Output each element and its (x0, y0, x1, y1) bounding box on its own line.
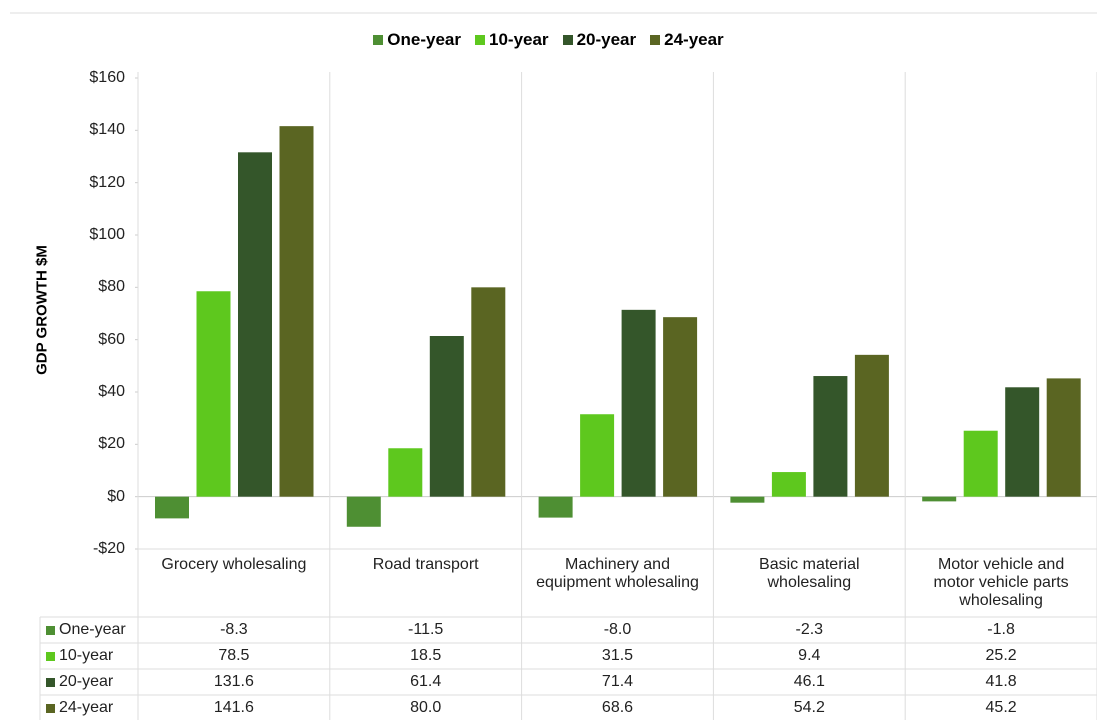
table-cell: 46.1 (793, 673, 825, 690)
table-cell: 45.2 (985, 699, 1017, 716)
table-cell: 18.5 (410, 647, 442, 664)
x-tick-label: Basic material wholesaling (759, 556, 860, 591)
y-tick-label: $0 (107, 487, 125, 505)
legend-label: 10-year (489, 30, 549, 49)
y-tick-label: -$20 (92, 540, 125, 557)
legend-label: 20-year (576, 30, 637, 49)
table-cell: 78.5 (218, 647, 250, 664)
legend-swatch (562, 35, 573, 45)
bar (771, 472, 806, 497)
bar (346, 496, 381, 527)
bar (196, 291, 231, 497)
legend-label: One-year (387, 30, 461, 49)
y-tick-label: $20 (98, 435, 125, 453)
y-axis-label: GDP GROWTH $M (33, 245, 51, 375)
y-tick-label: $160 (89, 69, 125, 86)
bar (663, 317, 698, 497)
bar (538, 496, 573, 518)
table-cell: 68.6 (601, 699, 634, 716)
legend-item: 24-year (650, 30, 724, 50)
y-tick-label: $40 (98, 383, 125, 400)
bar (1005, 387, 1040, 497)
table-cell: 80.0 (410, 699, 442, 716)
table-swatch (46, 626, 55, 635)
table-row-label: 10-year (59, 647, 114, 664)
table-cell: 41.8 (985, 673, 1017, 690)
table-row-label: 20-year (59, 673, 114, 690)
table-row-label: 24-year (59, 699, 114, 716)
table-swatch (46, 704, 55, 713)
bar (238, 152, 272, 497)
bar (471, 287, 506, 497)
x-tick-label: Road transport (372, 556, 479, 573)
table-cell: -1.8 (987, 621, 1015, 638)
bar (429, 336, 464, 497)
x-tick-label: Grocery wholesaling (161, 556, 307, 573)
bar (580, 414, 615, 497)
table-swatch (46, 678, 55, 687)
bar (155, 496, 189, 519)
x-tick-label: Motor vehicle and motor vehicle parts wh… (933, 556, 1069, 609)
table-swatch (46, 652, 55, 661)
x-tick-label: Machinery and equipment wholesaling (536, 556, 699, 591)
y-tick-label: $140 (89, 121, 125, 139)
legend-label: 24-year (664, 30, 724, 49)
table-cell: 61.4 (410, 673, 442, 690)
table-cell: 25.2 (985, 647, 1017, 664)
bar (922, 496, 957, 502)
table-cell: -8.0 (603, 621, 632, 638)
y-tick-label: $120 (89, 173, 125, 191)
table-cell: 9.4 (798, 647, 821, 664)
table-cell: 71.4 (601, 673, 634, 690)
y-tick-label: $80 (98, 278, 125, 296)
table-cell: 31.5 (601, 647, 634, 664)
bar (388, 448, 423, 497)
y-tick-label: $60 (98, 330, 125, 348)
table-cell: 141.6 (213, 699, 254, 716)
bar (730, 496, 765, 503)
legend-swatch (475, 35, 485, 45)
legend: One-year 10-year 20-year 24-year (0, 30, 1097, 50)
bar (621, 309, 656, 497)
table-cell: 131.6 (213, 673, 254, 690)
table-cell: -8.3 (220, 621, 248, 638)
bar (279, 126, 314, 497)
legend-item: One-year (373, 30, 461, 50)
table-cell: 54.2 (793, 699, 825, 716)
bar (854, 354, 889, 497)
legend-swatch (373, 35, 384, 45)
table-row-label: One-year (59, 621, 126, 638)
legend-item: 10-year (475, 30, 549, 50)
bar (1046, 378, 1081, 497)
y-tick-label: $100 (89, 226, 125, 243)
legend-item: 20-year (562, 30, 637, 50)
bar (963, 430, 998, 497)
bar (813, 376, 848, 497)
legend-swatch (650, 35, 661, 45)
table-cell: -2.3 (795, 621, 824, 638)
table-cell: -11.5 (408, 621, 444, 638)
